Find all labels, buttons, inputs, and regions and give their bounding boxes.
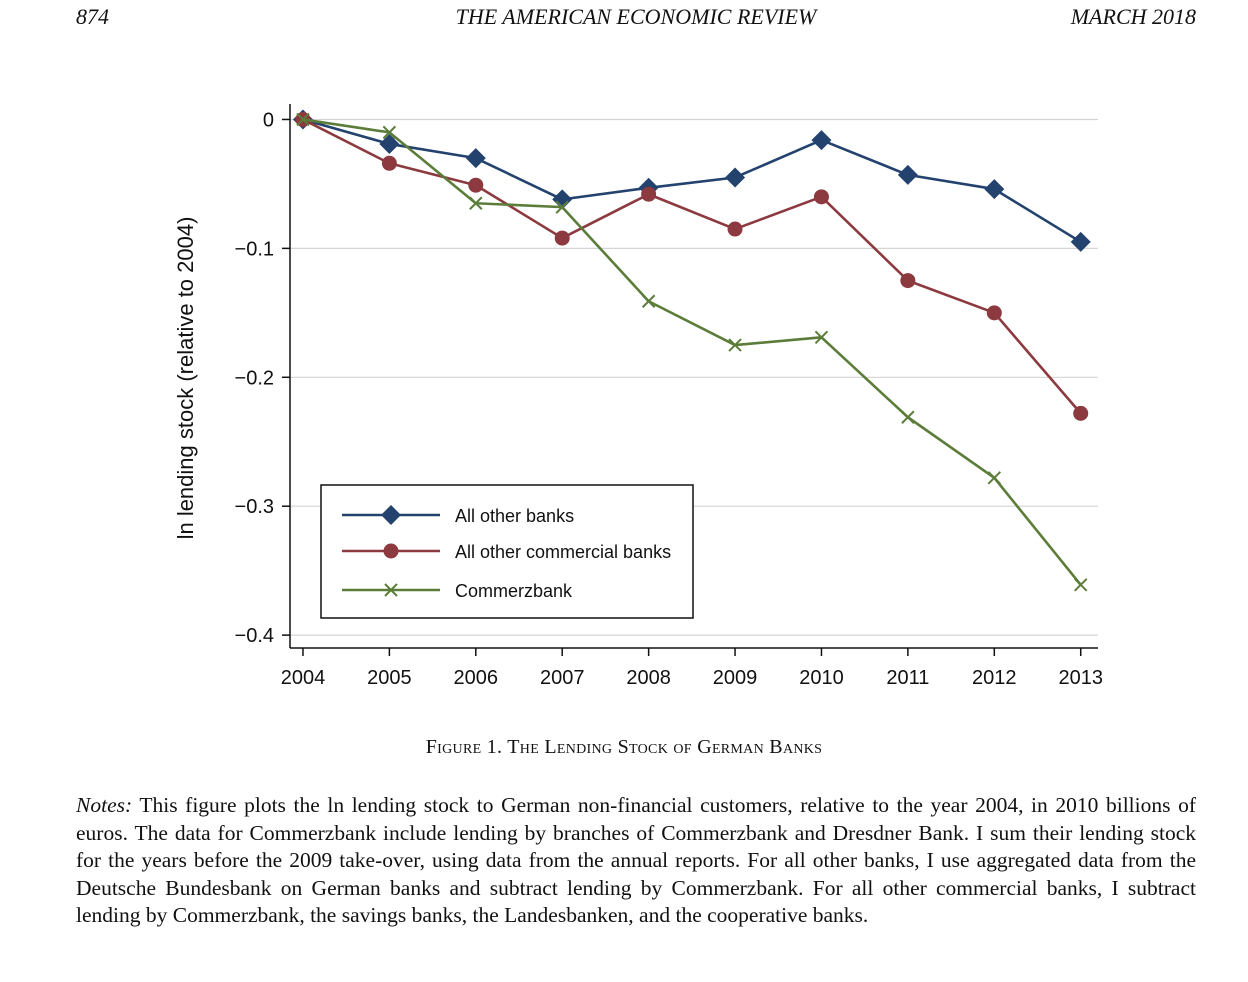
legend-label-all-other-commercial-banks: All other commercial banks [455,542,671,562]
y-tick-label: −0.1 [235,238,274,260]
x-axis-ticks: 2004 2005 2006 2007 2008 2009 2010 2011 2012 2013 [281,648,1103,689]
data-point [901,410,915,424]
line-chart: 0−0.1−0.2−0.3−0.4 2004 2005 2006 2007 2008 20… [173,104,1103,689]
issue-date: MARCH 2018 [1070,4,1196,29]
data-point [1074,578,1088,592]
data-point [725,167,746,188]
data-point [897,164,918,185]
notes-label: Notes: [76,793,133,817]
y-tick-label: −0.3 [235,496,274,518]
data-point [641,186,657,202]
legend-marker-all-other-banks [381,505,401,525]
data-point [468,177,484,193]
data-point [552,189,573,210]
data-point [814,330,829,345]
series-line [302,118,1082,244]
y-tick-label: −0.4 [235,625,274,647]
data-point [900,273,916,289]
data-point [554,230,570,246]
data-point [727,221,743,237]
y-tick-label: −0.2 [235,367,274,389]
data-point [1073,405,1089,421]
x-tick-label: 2005 [367,667,412,689]
data-point [379,133,400,154]
data-point [382,125,397,140]
data-point [465,148,486,169]
series-all-other-commercial-banks [295,111,1089,421]
notes-text: This figure plots the ln lending stock t… [76,793,1196,928]
series-all-other-banks [292,109,1091,252]
y-axis-ticks: 0 −0.1 −0.2 −0.3 −0.4 [235,109,290,647]
x-tick-label: 2012 [972,667,1017,689]
data-point [813,189,829,205]
y-tick-label: 0 [263,109,274,131]
y-axis-label: ln lending stock (relative to 2004) [173,217,198,540]
x-tick-label: 2007 [540,667,585,689]
figure-notes: Notes: This figure plots the ln lending … [76,792,1196,930]
axes [289,104,1098,649]
data-point [728,338,742,352]
data-point [987,471,1002,485]
series-line [302,118,1082,415]
data-point [1070,231,1091,252]
legend-label-commerzbank: Commerzbank [455,581,573,601]
page-number: 874 [76,4,109,29]
journal-title: THE AMERICAN ECONOMIC REVIEW [455,4,817,29]
x-tick-label: 2010 [799,667,844,689]
figure-caption: Figure 1. The Lending Stock of German Ba… [425,736,823,758]
x-tick-label: 2013 [1058,667,1103,689]
data-point [381,155,397,171]
data-point [469,196,483,210]
running-head: 874 THE AMERICAN ECONOMIC REVIEW MARCH 2… [76,4,1196,32]
legend-label-all-other-banks: All other banks [455,506,574,526]
series-commerzbank [296,112,1088,592]
legend: All other banks All other commercial bank… [320,484,694,619]
series-line [302,118,1082,586]
data-point [986,305,1002,321]
x-tick-label: 2006 [454,667,499,689]
data-point [555,200,569,214]
data-point [641,294,656,308]
x-tick-label: 2011 [886,667,929,689]
x-tick-label: 2008 [626,667,671,689]
series-group [292,109,1091,592]
x-tick-label: 2009 [713,667,758,689]
data-point [811,130,832,151]
legend-marker-commerzbank [384,583,398,597]
x-tick-label: 2004 [281,667,326,689]
data-point [296,112,310,127]
data-point [984,179,1005,200]
legend-marker-all-other-commercial-banks [383,543,399,559]
